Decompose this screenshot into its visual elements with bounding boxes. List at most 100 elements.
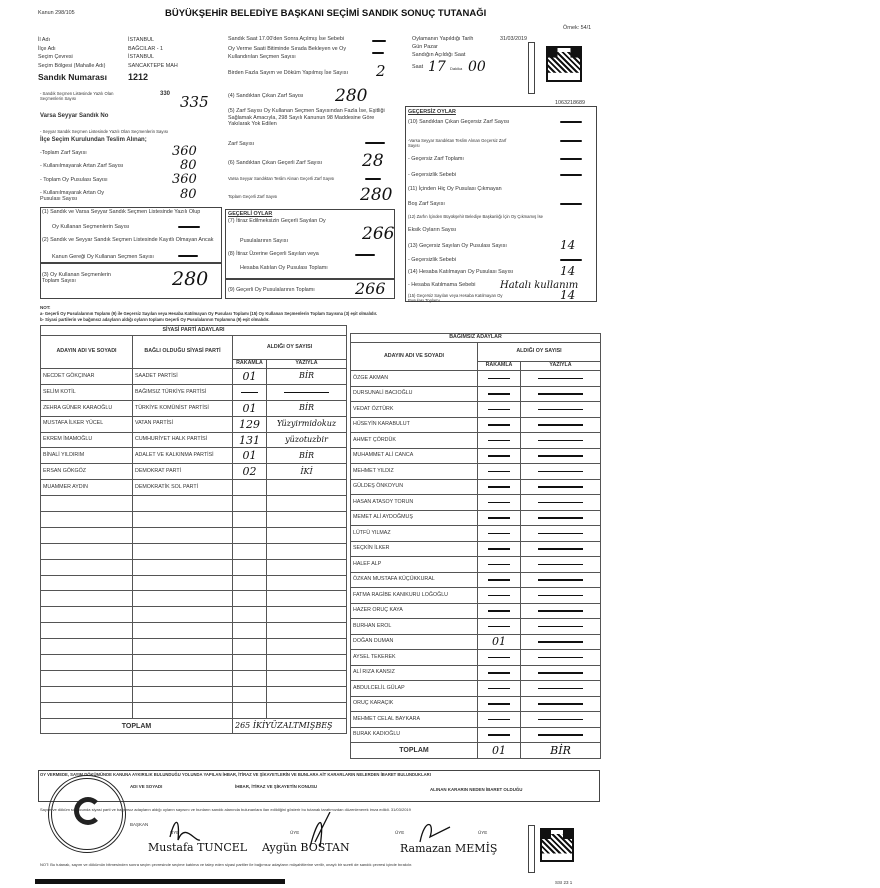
- objections-box: [38, 770, 600, 802]
- invalid-row-label: Eksik Oyların Sayısı: [408, 227, 457, 233]
- barcode-number: 1063218689: [555, 100, 585, 106]
- candidate-name: HÜSEYİN KARABULUT: [350, 416, 478, 433]
- item3-label: (3) Oy Kullanan Seçmenlerin Toplam Sayıs…: [42, 272, 111, 284]
- election-date: 31/03/2019: [500, 36, 527, 42]
- day-label: Gün: [412, 44, 423, 50]
- objections-col-subject: İHBAR, İTİRAZ VE ŞİKAYETİN KONUSU: [235, 784, 318, 789]
- note-a: a- Geçerli Oy Pusulalarının Toplamı (9) …: [40, 311, 378, 316]
- candidate-name: DOĞAN DUMAN: [350, 633, 478, 650]
- vote-cell: [477, 680, 521, 697]
- invalid-row-label: Boş Zarf Sayısı: [408, 201, 445, 207]
- invalid-row-label: (11) İçinden Hiç Oy Pusulası Çıkmayan: [408, 186, 502, 192]
- item1-label: (1) Sandık ve Varsa Seyyar Sandık Seçmen…: [42, 209, 201, 215]
- vote-cell: [477, 711, 521, 728]
- invalid-row-label: (12) Zarfın İçinden Büyükşehir Belediye …: [408, 214, 543, 219]
- total-text: İKİYÜZALTMIŞBEŞ: [252, 721, 333, 731]
- vote-cell: [519, 618, 602, 635]
- vote-cell: [477, 571, 521, 588]
- party-table-title: SİYASİ PARTİ ADAYLARI: [39, 325, 348, 336]
- info-label: İl Adı: [38, 37, 50, 43]
- queue-voters-label: Oy Verme Saati Bitiminde Sırada Bekleyen…: [228, 46, 347, 60]
- invalid-row-label: -Varsa Seyyar Sandıktan Teslim Alınan Ge…: [408, 138, 507, 148]
- vote-cell: [477, 447, 521, 464]
- vote-cell: 129: [232, 415, 267, 433]
- candidate-name: ÖZKAN MUSTAFA KÜÇÜKKURAL: [350, 571, 478, 588]
- recount-label: Birden Fazla Sayım ve Döküm Yapılmış İse…: [228, 70, 348, 76]
- mobile-voters-label: - Seyyar Sandık Seçmen Listesinde Yazılı…: [40, 129, 169, 134]
- minute-label: Dakika: [450, 66, 463, 71]
- item8-label: (8) İtiraz Üzerine Geçerli Sayılan veya: [228, 251, 319, 257]
- table-row: FATMA RAGİBE KANIKURU LOĞOĞLU: [350, 587, 602, 604]
- table-row: ÖZKAN MUSTAFA KÜÇÜKKURAL: [350, 571, 602, 588]
- total-num: 01: [477, 742, 521, 759]
- empty-row: [40, 669, 348, 687]
- invalid-row-value: 14: [560, 288, 576, 302]
- objections-title: OY VERMEDE, SAYIM DÖKÜMÜNDE KANUNA AYKIR…: [40, 772, 431, 777]
- candidate-name: ZEHRA GÜNER KARAOĞLU: [40, 399, 133, 417]
- empty-row: [40, 558, 348, 576]
- vote-cell: [519, 680, 602, 697]
- total-text: BİR: [519, 742, 602, 759]
- table-row: ZEHRA GÜNER KARAOĞLU TÜRKİYE KOMÜNİST PA…: [40, 399, 348, 417]
- date-label: Oylamanın Yapıldığı Tarih: [412, 36, 474, 42]
- item9-label: (9) Geçerli Oy Pusulalarının Toplamı: [228, 287, 315, 293]
- info-value: İSTANBUL: [128, 37, 154, 43]
- total-num: 265: [235, 721, 251, 731]
- candidate-name: MUAMMER AYDIN: [40, 479, 133, 497]
- valid-total: 266: [355, 279, 386, 298]
- invalid-row-label: (14) Hesaba Katılmayan Oy Pusulası Sayıs…: [408, 269, 514, 275]
- vote-cell: [477, 664, 521, 681]
- scan-edge: [35, 879, 285, 884]
- total-envelopes: 360: [172, 144, 197, 159]
- table-row: LÜTFÜ YILMAZ: [350, 525, 602, 542]
- invalid-votes-title: GEÇERSİZ OYLAR: [408, 109, 456, 115]
- vote-cell: [519, 525, 602, 542]
- candidate-name: SELİM KOTİL: [40, 383, 133, 401]
- note-b: b- Siyasi partilerin ve bağımsız adaylar…: [40, 317, 270, 322]
- vote-cell: [477, 509, 521, 526]
- candidate-name: MEMET ALİ AYDOĞMUŞ: [350, 509, 478, 526]
- vote-cell: BİR: [265, 368, 348, 385]
- vote-cell: [519, 463, 602, 480]
- vote-cell: [477, 416, 521, 433]
- qr-code-icon: [546, 46, 582, 82]
- invalid-row-value: [560, 121, 582, 123]
- open-minute: 00: [468, 59, 486, 75]
- col-text: YAZIYLA: [519, 361, 602, 371]
- vote-cell: BİR: [265, 447, 348, 465]
- vote-cell: [519, 649, 602, 666]
- vote-cell: [519, 587, 602, 604]
- empty-row: [40, 622, 348, 640]
- vote-cell: [477, 649, 521, 666]
- day-value: Pazar: [423, 44, 438, 50]
- vote-cell: İKİ: [265, 463, 348, 481]
- qr-code-icon: [540, 828, 574, 862]
- total-value: 265 İKİYÜZALTMIŞBEŞ: [231, 717, 348, 735]
- candidate-name: ABDULCELİL GÜLAP: [350, 680, 478, 697]
- signature-statement: Sayım ve döküm sonucunda siyasi parti ve…: [40, 807, 411, 812]
- empty-row: [40, 574, 348, 592]
- invalid-row-label: (13) Geçersiz Sayılan Oy Pusulası Sayısı: [408, 243, 507, 249]
- vote-cell: 01: [477, 633, 521, 650]
- total-voters-box: [40, 263, 222, 299]
- vote-cell: [519, 370, 602, 387]
- invalid-row-value: [560, 259, 582, 261]
- vote-cell: [477, 494, 521, 511]
- vote-cell: 01: [232, 447, 267, 465]
- vote-cell: [519, 509, 602, 526]
- signature-note: NOT: Bu tutanak, sayım ve dökümün bitmes…: [40, 862, 413, 867]
- item7-label2: Pusulalarının Sayısı: [240, 238, 288, 244]
- table-row: ÖZGE AKMAN: [350, 370, 602, 387]
- col-votes: ALDIĞI OY SAYISI: [476, 342, 602, 362]
- mobile-valid-label: Varsa Seyyar Sandıktan Teslim Alınan Geç…: [228, 176, 335, 181]
- col-num: RAKAMLA: [232, 359, 267, 369]
- recount-value: 2: [376, 62, 386, 80]
- item1-label2: Oy Kullanan Seçmenlerin Sayısı: [52, 224, 130, 230]
- total-row: TOPLAM 265 İKİYÜZALTMIŞBEŞ: [40, 717, 348, 735]
- candidate-name: BURHAN EROL: [350, 618, 478, 635]
- party-name: ADALET VE KALKINMA PARTİSİ: [132, 447, 233, 465]
- vote-cell: [265, 383, 348, 401]
- signature-scribbles: [169, 812, 451, 848]
- info-label: Seçim Çevresi: [38, 54, 73, 60]
- total-label: TOPLAM: [40, 717, 233, 735]
